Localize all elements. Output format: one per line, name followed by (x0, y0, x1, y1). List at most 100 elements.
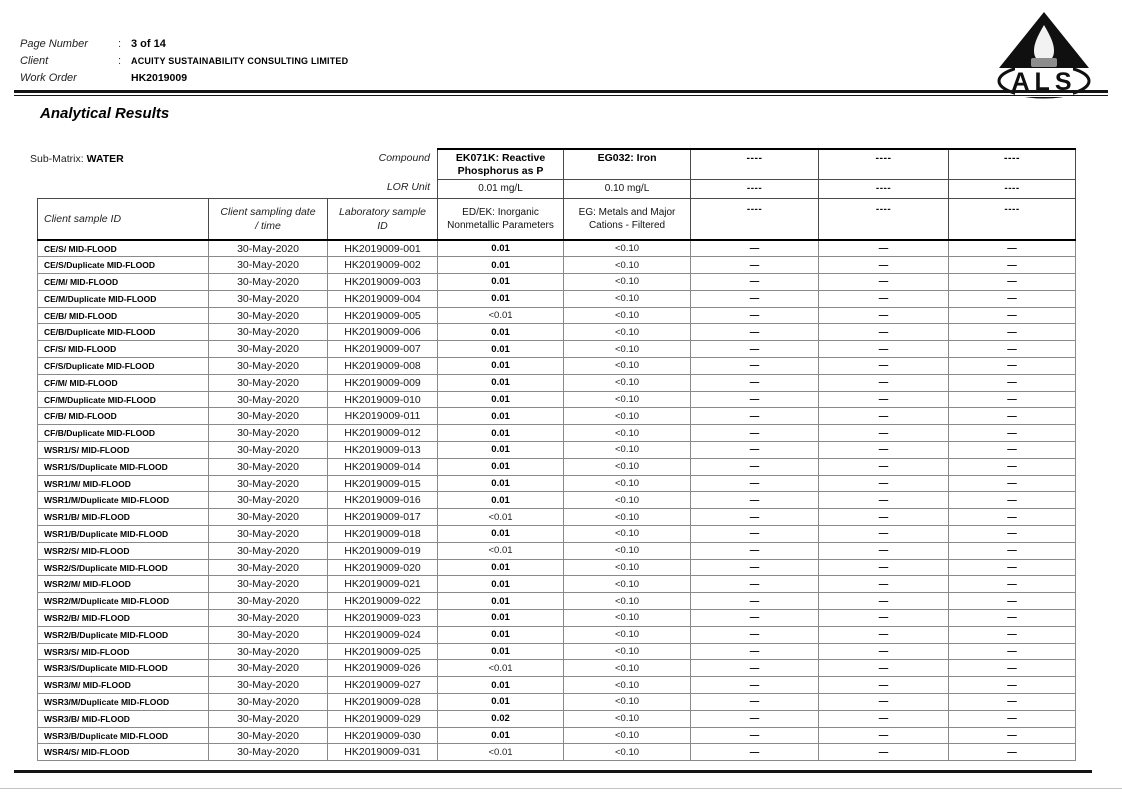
analytical-results-table: EK071K: Reactive Phosphorus as P EG032: I… (37, 148, 1077, 762)
result-value-cell: — (818, 508, 950, 527)
footer-divider-rule (14, 770, 1092, 773)
result-value-cell: — (948, 625, 1077, 644)
sample-id-cell: WSR1/M/Duplicate MID-FLOOD (37, 491, 209, 510)
table-row: CE/B/ MID-FLOOD 30-May-2020 HK2019009-005 <… (37, 306, 1077, 325)
result-value-cell: — (690, 306, 820, 325)
result-value-cell: 0.02 (437, 709, 565, 728)
result-value-cell: — (818, 340, 950, 359)
sampling-date-cell: 30-May-2020 (208, 289, 328, 308)
result-value-cell: — (948, 558, 1077, 577)
result-value-cell: — (948, 474, 1077, 493)
method-group-cell: ED/EK: Inorganic Nonmetallic Parameters (437, 197, 565, 241)
analyte-name-row: EK071K: Reactive Phosphorus as P EG032: I… (38, 148, 1077, 180)
lab-sample-id-cell: HK2019009-011 (326, 407, 439, 426)
header-field-page-number: Page Number : 3 of 14 (20, 38, 348, 55)
lab-sample-id-cell: HK2019009-025 (326, 642, 439, 661)
table-row: CE/M/ MID-FLOOD 30-May-2020 HK2019009-003 0… (37, 273, 1077, 291)
lab-sample-id-cell: HK2019009-012 (326, 424, 439, 443)
sample-id-cell: WSR1/S/ MID-FLOOD (37, 441, 209, 459)
header-field-work-order: Work Order HK2019009 (20, 72, 348, 89)
result-value-cell: — (690, 676, 820, 695)
sample-id-cell: CE/B/Duplicate MID-FLOOD (37, 323, 209, 342)
sampling-date-cell: 30-May-2020 (208, 625, 328, 644)
client-separator: : (118, 55, 122, 67)
result-value-cell: — (948, 239, 1077, 258)
result-value-cell: 0.01 (437, 642, 565, 661)
table-row: WSR2/B/ MID-FLOOD 30-May-2020 HK2019009-02… (37, 609, 1077, 627)
section-title: Analytical Results (40, 105, 170, 122)
column-header-cell: Client sample ID (37, 197, 209, 241)
lab-sample-id-cell: HK2019009-022 (326, 592, 439, 611)
table-row: CF/S/ MID-FLOOD 30-May-2020 HK2019009-007 0… (37, 340, 1077, 359)
result-value-cell: <0.10 (563, 575, 692, 594)
result-value-cell: — (948, 659, 1077, 678)
result-value-cell: — (818, 541, 950, 560)
client-label: Client (20, 55, 49, 67)
table-row: CF/B/Duplicate MID-FLOOD 30-May-2020 HK201… (37, 424, 1077, 443)
result-value-cell: <0.10 (563, 273, 692, 291)
lab-sample-id-cell: HK2019009-018 (326, 525, 439, 543)
sampling-date-cell: 30-May-2020 (208, 575, 328, 594)
result-value-cell: 0.01 (437, 726, 565, 745)
result-value-cell: <0.10 (563, 709, 692, 728)
sample-id-cell: WSR2/B/ MID-FLOOD (37, 609, 209, 627)
result-value-cell: — (818, 609, 950, 627)
result-value-cell: — (818, 642, 950, 661)
sampling-date-cell: 30-May-2020 (208, 642, 328, 661)
sampling-date-cell: 30-May-2020 (208, 709, 328, 728)
result-value-cell: — (690, 441, 820, 459)
als-logo-icon: ALS (997, 12, 1091, 99)
result-value-cell: — (690, 390, 820, 409)
sampling-date-cell: 30-May-2020 (208, 541, 328, 560)
result-value-cell: — (948, 642, 1077, 661)
table-row: WSR1/S/ MID-FLOOD 30-May-2020 HK2019009-01… (37, 441, 1077, 459)
lab-sample-id-cell: HK2019009-006 (326, 323, 439, 342)
sample-id-cell: WSR3/M/Duplicate MID-FLOOD (37, 693, 209, 711)
lor-row-spacer (38, 179, 438, 198)
result-value-cell: — (690, 642, 820, 661)
sample-id-cell: WSR1/S/Duplicate MID-FLOOD (37, 457, 209, 476)
result-value-cell: <0.10 (563, 491, 692, 510)
result-value-cell: <0.10 (563, 676, 692, 695)
sampling-date-cell: 30-May-2020 (208, 424, 328, 443)
table-row: CE/S/Duplicate MID-FLOOD 30-May-2020 HK201… (37, 256, 1077, 275)
sample-id-cell: WSR3/B/Duplicate MID-FLOOD (37, 726, 209, 745)
sample-id-cell: WSR2/B/Duplicate MID-FLOOD (37, 625, 209, 644)
result-value-cell: — (818, 525, 950, 543)
compound-row-label: Compound (378, 152, 430, 164)
result-value-cell: — (690, 659, 820, 678)
result-value-cell: 0.01 (437, 239, 565, 258)
method-group-cell: ---- (818, 197, 950, 241)
result-value-cell: 0.01 (437, 592, 565, 611)
lab-sample-id-cell: HK2019009-004 (326, 289, 439, 308)
sampling-date-cell: 30-May-2020 (208, 592, 328, 611)
result-value-cell: 0.01 (437, 525, 565, 543)
table-row: WSR4/S/ MID-FLOOD 30-May-2020 HK2019009-03… (37, 743, 1077, 762)
result-value-cell: <0.10 (563, 541, 692, 560)
table-row: WSR2/B/Duplicate MID-FLOOD 30-May-2020 HK2… (37, 625, 1077, 644)
result-value-cell: <0.10 (563, 609, 692, 627)
result-value-cell: 0.01 (437, 289, 565, 308)
table-row: WSR3/B/ MID-FLOOD 30-May-2020 HK2019009-02… (37, 709, 1077, 728)
result-value-cell: — (818, 289, 950, 308)
result-value-cell: — (818, 693, 950, 711)
table-row: WSR1/B/Duplicate MID-FLOOD 30-May-2020 HK2… (37, 525, 1077, 543)
sampling-date-cell: 30-May-2020 (208, 558, 328, 577)
page-number-value: 3 of 14 (131, 38, 166, 50)
analyte-header-cell: ---- (690, 148, 820, 180)
lab-sample-id-cell: HK2019009-005 (326, 306, 439, 325)
result-value-cell: <0.01 (437, 508, 565, 527)
result-value-cell: — (818, 373, 950, 392)
table-row: WSR3/M/Duplicate MID-FLOOD 30-May-2020 HK2… (37, 693, 1077, 711)
lab-sample-id-cell: HK2019009-009 (326, 373, 439, 392)
result-value-cell: <0.01 (437, 541, 565, 560)
lor-unit-cell: 0.01 mg/L (437, 178, 565, 199)
sample-id-cell: WSR2/S/ MID-FLOOD (37, 541, 209, 560)
result-value-cell: 0.01 (437, 575, 565, 594)
result-value-cell: — (818, 306, 950, 325)
table-row: CE/M/Duplicate MID-FLOOD 30-May-2020 HK201… (37, 289, 1077, 308)
sample-id-cell: WSR4/S/ MID-FLOOD (37, 743, 209, 762)
sampling-date-cell: 30-May-2020 (208, 390, 328, 409)
result-value-cell: — (690, 592, 820, 611)
lor-unit-row: 0.01 mg/L 0.10 mg/L ---- ---- ---- (38, 178, 1077, 199)
